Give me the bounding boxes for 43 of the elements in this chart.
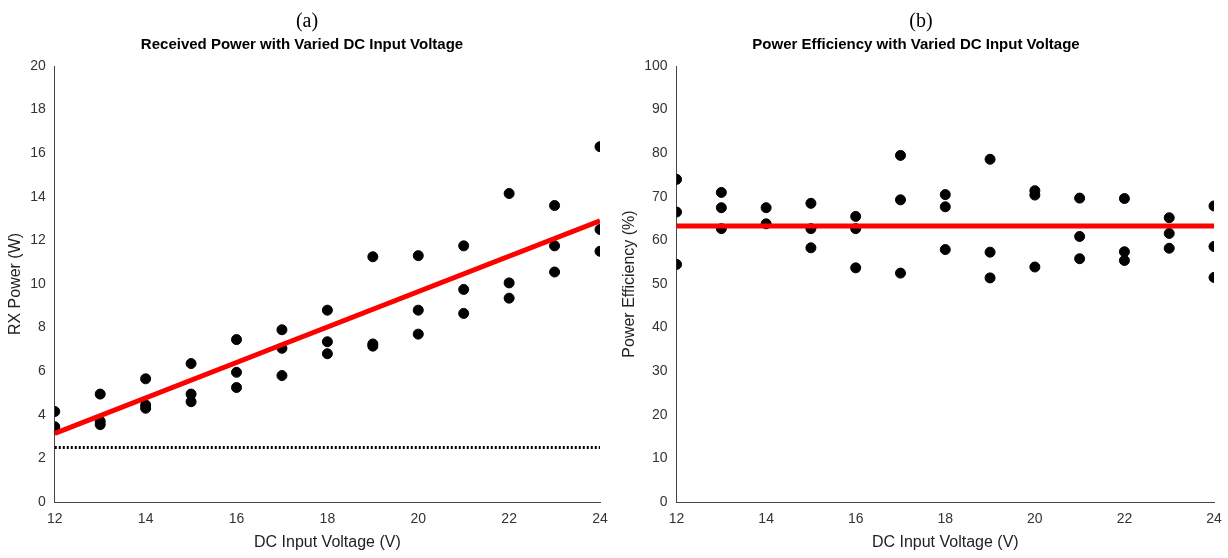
x-tick-label: 24 xyxy=(592,510,608,527)
chart-title: Power Efficiency with Varied DC Input Voltage xyxy=(752,35,1080,53)
y-axis-title: RX Power (W) xyxy=(6,232,24,336)
y-tick-label: 80 xyxy=(651,144,668,161)
y-tick-label: 20 xyxy=(651,405,668,422)
y-tick-label: 30 xyxy=(651,362,668,379)
y-tick-label: 4 xyxy=(37,405,46,422)
x-axis-title: DC Input Voltage (V) xyxy=(871,532,1019,550)
y-tick-label: 12 xyxy=(30,231,46,248)
y-axis-title: Power Efficiency (%) xyxy=(620,210,638,358)
x-tick-label: 20 xyxy=(410,510,427,527)
y-tick-label: 50 xyxy=(651,274,668,291)
y-tick-label: 14 xyxy=(30,187,46,204)
text: (a) xyxy=(294,8,320,34)
x-tick-label: 14 xyxy=(137,510,154,527)
y-tick-label: 60 xyxy=(651,231,668,248)
x-tick-label: 16 xyxy=(228,510,245,527)
x-tick-label: 12 xyxy=(668,510,685,527)
y-tick-label: 2 xyxy=(37,449,46,466)
y-tick-label: 70 xyxy=(651,187,668,204)
x-tick-label: 24 xyxy=(1206,510,1222,527)
text: (b) xyxy=(908,8,934,33)
y-tick-label: 0 xyxy=(659,492,668,509)
x-tick-label: 14 xyxy=(758,510,775,527)
chart-title: Received Power with Varied DC Input Voltage xyxy=(140,35,464,53)
y-tick-label: 16 xyxy=(30,144,46,161)
x-tick-label: 20 xyxy=(1027,510,1043,527)
x-tick-label: 16 xyxy=(847,510,864,527)
x-axis-title: DC Input Voltage (V) xyxy=(254,532,401,550)
y-tick-label: 20 xyxy=(30,56,46,73)
y-tick-label: 100 xyxy=(644,56,668,73)
y-tick-label: 6 xyxy=(37,362,46,379)
x-tick-label: 18 xyxy=(319,510,336,527)
x-tick-label: 22 xyxy=(1116,510,1133,527)
x-tick-label: 18 xyxy=(937,510,954,527)
y-tick-label: 40 xyxy=(651,318,668,335)
y-tick-label: 10 xyxy=(30,274,46,291)
y-tick-label: 0 xyxy=(37,492,46,509)
x-tick-label: 22 xyxy=(501,510,518,527)
y-tick-label: 8 xyxy=(37,318,46,335)
y-tick-label: 18 xyxy=(30,100,46,117)
y-tick-label: 10 xyxy=(651,449,668,466)
y-tick-label: 90 xyxy=(651,100,668,117)
